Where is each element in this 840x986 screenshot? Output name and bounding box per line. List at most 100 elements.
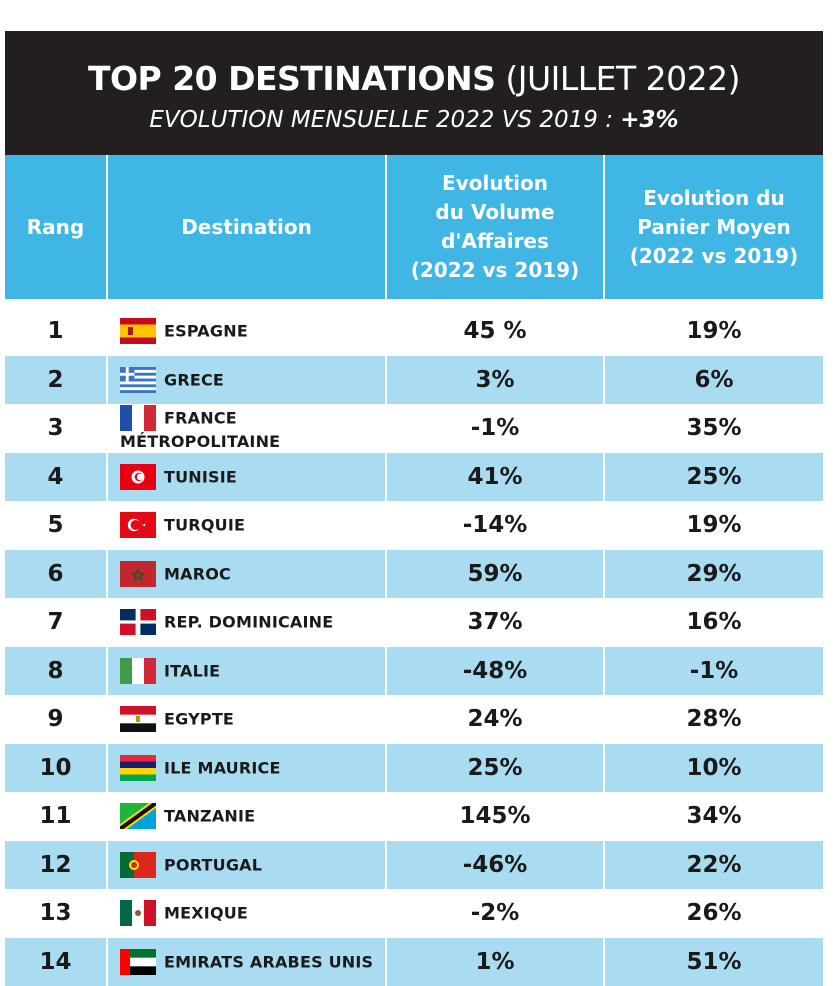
destination-cell: EGYPTE bbox=[107, 695, 386, 744]
destination-name: GRECE bbox=[164, 370, 224, 389]
col-header-volume-line2: du Volume bbox=[435, 200, 554, 224]
volume-evolution-cell: 41% bbox=[386, 453, 604, 502]
volume-evolution-cell: 25% bbox=[386, 744, 604, 793]
panier-evolution-cell: 22% bbox=[604, 841, 823, 890]
col-header-rang: Rang bbox=[5, 155, 107, 299]
destination-name: MEXIQUE bbox=[164, 904, 248, 923]
rank-cell: 8 bbox=[5, 647, 107, 696]
table-row: 10 ILE MAURICE 25%10% bbox=[5, 744, 823, 793]
volume-evolution-cell: 59% bbox=[386, 550, 604, 599]
panier-evolution-cell: 16% bbox=[604, 598, 823, 647]
panier-evolution-cell: 19% bbox=[604, 501, 823, 550]
panier-evolution-cell: 34% bbox=[604, 792, 823, 841]
subtitle-value: +3% bbox=[620, 107, 678, 133]
panier-evolution-cell: 6% bbox=[604, 356, 823, 405]
destination-name: EMIRATS ARABES UNIS bbox=[164, 952, 373, 971]
col-header-volume-line4: (2022 vs 2019) bbox=[411, 258, 579, 282]
col-header-panier-line2: Panier Moyen bbox=[637, 215, 791, 239]
rank-cell: 3 bbox=[5, 404, 107, 453]
rank-cell: 11 bbox=[5, 792, 107, 841]
france-flag bbox=[120, 405, 156, 431]
destination-name: MAROC bbox=[164, 564, 231, 583]
destination-cell: MAROC bbox=[107, 550, 386, 599]
mexico-flag bbox=[120, 900, 156, 926]
destination-cell: TUNISIE bbox=[107, 453, 386, 502]
destination-cell: ILE MAURICE bbox=[107, 744, 386, 793]
title-banner: TOP 20 DESTINATIONS (JUILLET 2022) EVOLU… bbox=[5, 31, 823, 155]
rank-cell: 6 bbox=[5, 550, 107, 599]
destination-cell: TURQUIE bbox=[107, 501, 386, 550]
destination-name: REP. DOMINICAINE bbox=[164, 613, 333, 632]
col-header-panier-line3: (2022 vs 2019) bbox=[630, 244, 798, 268]
destination-name: EGYPTE bbox=[164, 710, 234, 729]
rank-cell: 10 bbox=[5, 744, 107, 793]
table-row: 12 PORTUGAL -46%22% bbox=[5, 841, 823, 890]
volume-evolution-cell: -1% bbox=[386, 404, 604, 453]
rank-cell: 13 bbox=[5, 889, 107, 938]
destination-name: PORTUGAL bbox=[164, 855, 262, 874]
rank-cell: 1 bbox=[5, 307, 107, 356]
rank-cell: 4 bbox=[5, 453, 107, 502]
turkey-flag bbox=[120, 512, 156, 538]
table-row: 9 EGYPTE 24%28% bbox=[5, 695, 823, 744]
volume-evolution-cell: 3% bbox=[386, 356, 604, 405]
destination-name: TUNISIE bbox=[164, 467, 237, 486]
destination-cell: ESPAGNE bbox=[107, 307, 386, 356]
col-header-volume-line1: Evolution bbox=[442, 171, 548, 195]
panier-evolution-cell: 28% bbox=[604, 695, 823, 744]
italy-flag bbox=[120, 658, 156, 684]
title-period: (JUILLET 2022) bbox=[495, 59, 740, 98]
table-row: 2 GRECE 3%6% bbox=[5, 356, 823, 405]
col-header-panier-line1: Evolution du bbox=[643, 186, 784, 210]
title-main: TOP 20 DESTINATIONS bbox=[88, 59, 495, 98]
volume-evolution-cell: -46% bbox=[386, 841, 604, 890]
rank-cell: 14 bbox=[5, 938, 107, 986]
destination-cell: EMIRATS ARABES UNIS bbox=[107, 938, 386, 986]
volume-evolution-cell: 145% bbox=[386, 792, 604, 841]
col-header-destination: Destination bbox=[107, 155, 386, 299]
destination-name: ILE MAURICE bbox=[164, 758, 281, 777]
portugal-flag bbox=[120, 852, 156, 878]
tanzania-flag bbox=[120, 803, 156, 829]
volume-evolution-cell: 45 % bbox=[386, 307, 604, 356]
volume-evolution-cell: 1% bbox=[386, 938, 604, 986]
uae-flag bbox=[120, 949, 156, 975]
subtitle-text: EVOLUTION MENSUELLE 2022 VS 2019 : bbox=[149, 107, 613, 133]
rank-cell: 12 bbox=[5, 841, 107, 890]
volume-evolution-cell: 37% bbox=[386, 598, 604, 647]
rank-cell: 7 bbox=[5, 598, 107, 647]
volume-evolution-cell: 24% bbox=[386, 695, 604, 744]
rank-cell: 2 bbox=[5, 356, 107, 405]
rank-cell: 9 bbox=[5, 695, 107, 744]
volume-evolution-cell: -2% bbox=[386, 889, 604, 938]
panier-evolution-cell: 10% bbox=[604, 744, 823, 793]
chart-title: TOP 20 DESTINATIONS (JUILLET 2022) bbox=[5, 59, 823, 98]
tunisia-flag bbox=[120, 464, 156, 490]
panier-evolution-cell: 19% bbox=[604, 307, 823, 356]
egypt-flag bbox=[120, 706, 156, 732]
dominican-republic-flag bbox=[120, 609, 156, 635]
spain-flag bbox=[120, 318, 156, 344]
destination-name: ITALIE bbox=[164, 661, 220, 680]
rank-cell: 5 bbox=[5, 501, 107, 550]
col-header-panier: Evolution du Panier Moyen (2022 vs 2019) bbox=[604, 155, 823, 299]
destination-cell: ITALIE bbox=[107, 647, 386, 696]
greece-flag bbox=[120, 367, 156, 393]
destination-cell: MEXIQUE bbox=[107, 889, 386, 938]
destination-cell: REP. DOMINICAINE bbox=[107, 598, 386, 647]
volume-evolution-cell: -48% bbox=[386, 647, 604, 696]
morocco-flag bbox=[120, 561, 156, 587]
panier-evolution-cell: 25% bbox=[604, 453, 823, 502]
destination-cell: GRECE bbox=[107, 356, 386, 405]
